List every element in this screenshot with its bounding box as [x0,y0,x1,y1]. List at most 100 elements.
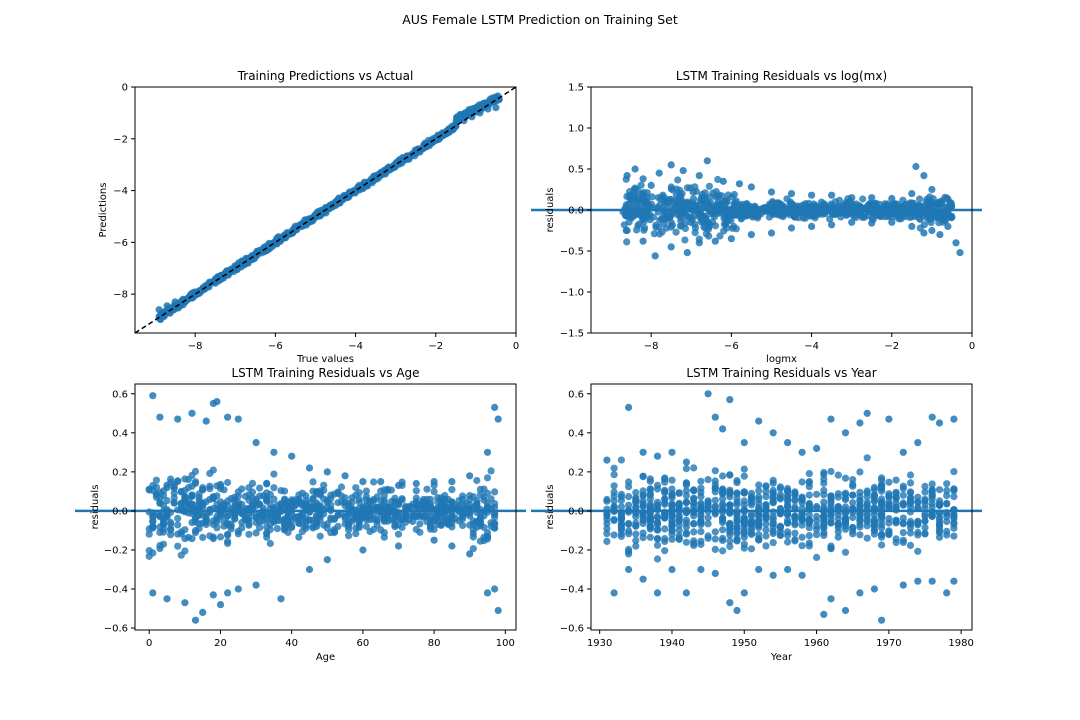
y-tick-label: −0.5 [560,247,584,258]
scatter-point [206,482,214,490]
scatter-point [263,523,271,531]
scatter-point [653,525,662,534]
scatter-point [711,467,719,475]
scatter-point [892,476,900,484]
scatter-point [632,542,640,550]
scatter-point [224,478,232,487]
data-point [252,439,260,447]
scatter-point [224,519,232,527]
scatter-point [834,533,842,541]
scatter-point [697,477,705,485]
data-point [733,606,741,615]
scatter-point [224,530,232,538]
scatter-point [805,470,813,478]
scatter-point [469,545,477,553]
data-point [647,181,655,189]
scatter-point [281,521,289,529]
data-point [483,448,492,456]
scatter-point [316,532,324,540]
point-cloud [603,454,958,563]
scatter-point [914,503,922,511]
scatter-point [288,498,296,506]
scatter-point [878,530,886,538]
scatter-point [245,484,253,492]
scatter-point [191,529,200,537]
x-tick-label: 40 [285,638,298,649]
y-tick-label: 0.2 [112,467,128,478]
data-point [828,221,836,229]
y-tick-label: −4 [113,186,128,197]
scatter-point [885,528,893,536]
data-point [950,577,958,585]
data-point [697,565,705,574]
scatter-point [798,493,806,501]
scatter-point [740,472,748,480]
scatter-point [362,522,370,531]
scatter-point [690,503,698,511]
scatter-point [668,535,676,543]
scatter-point [625,501,633,509]
scatter-point [345,532,353,540]
scatter-point [241,492,249,500]
scatter-point [313,490,321,498]
data-point [682,458,691,466]
x-tick-label: 20 [214,638,227,649]
scatter-point [711,488,719,496]
scatter-point [281,500,289,508]
data-point [623,226,631,235]
scatter-point [191,479,200,487]
scatter-point [921,529,929,538]
scatter-point [674,176,682,184]
scatter-point [617,521,626,529]
scatter-point [860,211,868,219]
subplot-4: 1930 1940 1950 1960 1970 1980 −0.6 −0.4 −0.2 0.0 0… [531,366,982,663]
subplot-title: LSTM Training Residuals vs log(mx) [676,69,887,83]
scatter-point [675,500,683,508]
series-points [623,157,964,260]
scatter-point [352,530,360,538]
scatter-point [245,514,253,523]
scatter-point [878,541,886,549]
scatter-point [747,519,756,528]
data-point [234,415,242,423]
scatter-point [681,219,689,227]
scatter-point [476,513,484,521]
scatter-point [711,535,719,543]
y-tick-label: −0.6 [560,624,584,635]
scatter-point [849,491,857,499]
scatter-point [813,502,821,511]
subplot-title: LSTM Training Residuals vs Year [686,366,876,380]
x-axis-label: logmx [766,354,797,365]
scatter-point [921,488,929,496]
scatter-point [302,517,310,525]
data-point [868,194,876,202]
scatter-point [689,201,698,209]
scatter-point [719,472,727,480]
scatter-point [682,523,691,531]
scatter-point [805,511,813,519]
scatter-point [476,485,484,493]
scatter-point [726,471,734,479]
y-tick-label: 0.5 [568,165,584,176]
data-point [755,417,763,425]
scatter-point [195,490,203,498]
scatter-point [798,478,806,486]
scatter-point [391,521,399,529]
scatter-point [849,524,857,532]
scatter-point [899,536,907,544]
scatter-point [856,493,864,501]
scatter-point [885,478,893,486]
scatter-point [719,490,727,498]
scatter-point [426,512,435,520]
scatter-point [199,533,207,542]
scatter-point [719,502,727,510]
scatter-point [885,502,893,510]
scatter-point [355,498,363,506]
scatter-point [273,513,281,521]
scatter-point [649,213,658,221]
x-tick-label: 100 [496,638,515,649]
data-point [936,198,944,206]
scatter-point [776,531,785,540]
scatter-point [263,489,271,497]
scatter-point [849,513,857,522]
